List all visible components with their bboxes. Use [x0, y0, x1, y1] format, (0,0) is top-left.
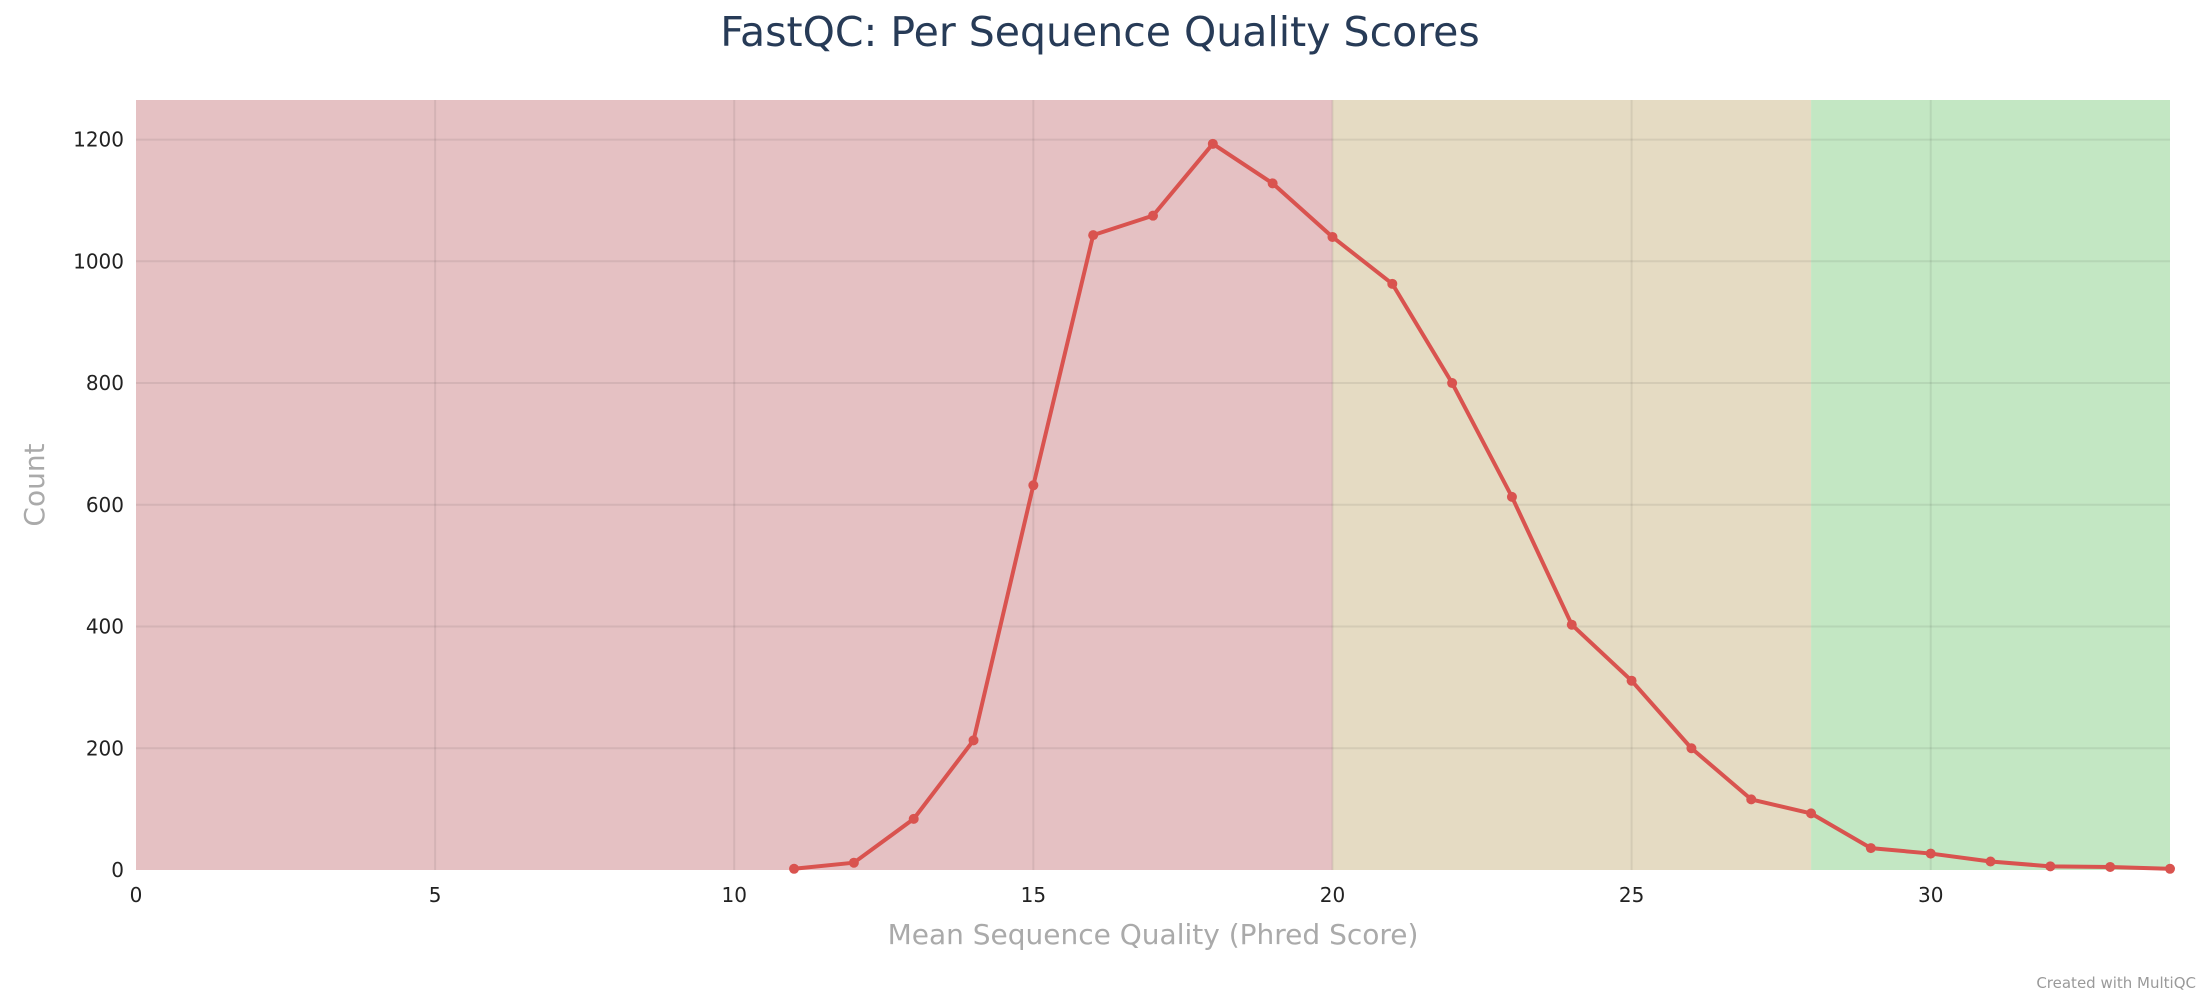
data-point-0-2	[908, 813, 919, 824]
data-point-0-5	[1088, 230, 1099, 241]
x-tick-label-2: 10	[722, 883, 747, 907]
data-point-0-7	[1207, 138, 1218, 149]
y-tick-label-4: 800	[86, 371, 124, 395]
x-tick-label-0: 0	[130, 883, 143, 907]
data-point-0-13	[1566, 619, 1577, 630]
background-band-2	[1811, 100, 2170, 870]
data-point-0-20	[1985, 856, 1996, 867]
y-tick-label-1: 200	[86, 736, 124, 760]
y-axis-label: Count	[18, 443, 51, 526]
x-tick-label-1: 5	[429, 883, 442, 907]
data-point-0-15	[1686, 743, 1697, 754]
x-tick-label-6: 30	[1918, 883, 1943, 907]
y-tick-label-5: 1000	[73, 249, 124, 273]
data-point-0-11	[1447, 378, 1458, 389]
y-tick-label-0: 0	[111, 858, 124, 882]
y-tick-label-2: 400	[86, 615, 124, 639]
chart-title: FastQC: Per Sequence Quality Scores	[720, 8, 1480, 56]
x-axis-label: Mean Sequence Quality (Phred Score)	[888, 918, 1419, 951]
data-point-0-4	[1028, 480, 1039, 491]
data-point-0-8	[1267, 178, 1278, 189]
background-band-1	[1332, 100, 1812, 870]
credit-text: Created with MultiQC	[2036, 974, 2196, 992]
data-point-0-6	[1148, 210, 1158, 221]
data-point-0-21	[2045, 861, 2056, 872]
data-point-0-12	[1506, 491, 1517, 502]
data-point-0-1	[848, 857, 859, 868]
data-point-0-19	[1925, 848, 1936, 859]
data-point-0-18	[1865, 843, 1876, 854]
x-tick-label-5: 25	[1619, 883, 1644, 907]
data-point-0-9	[1327, 231, 1338, 242]
y-tick-label-3: 600	[86, 493, 124, 517]
data-point-0-10	[1387, 278, 1398, 289]
data-point-0-17	[1806, 808, 1817, 819]
data-point-0-0	[789, 863, 800, 874]
data-point-0-14	[1626, 675, 1637, 686]
series-line-0	[792, 141, 2172, 871]
data-point-0-3	[968, 735, 979, 746]
x-tick-label-4: 20	[1320, 883, 1345, 907]
y-tick-label-6: 1200	[73, 128, 124, 152]
background-band-0	[136, 100, 1333, 870]
x-tick-label-3: 15	[1021, 883, 1046, 907]
data-point-0-23	[2165, 863, 2175, 874]
data-point-0-22	[2105, 861, 2116, 872]
data-point-0-16	[1746, 794, 1757, 805]
